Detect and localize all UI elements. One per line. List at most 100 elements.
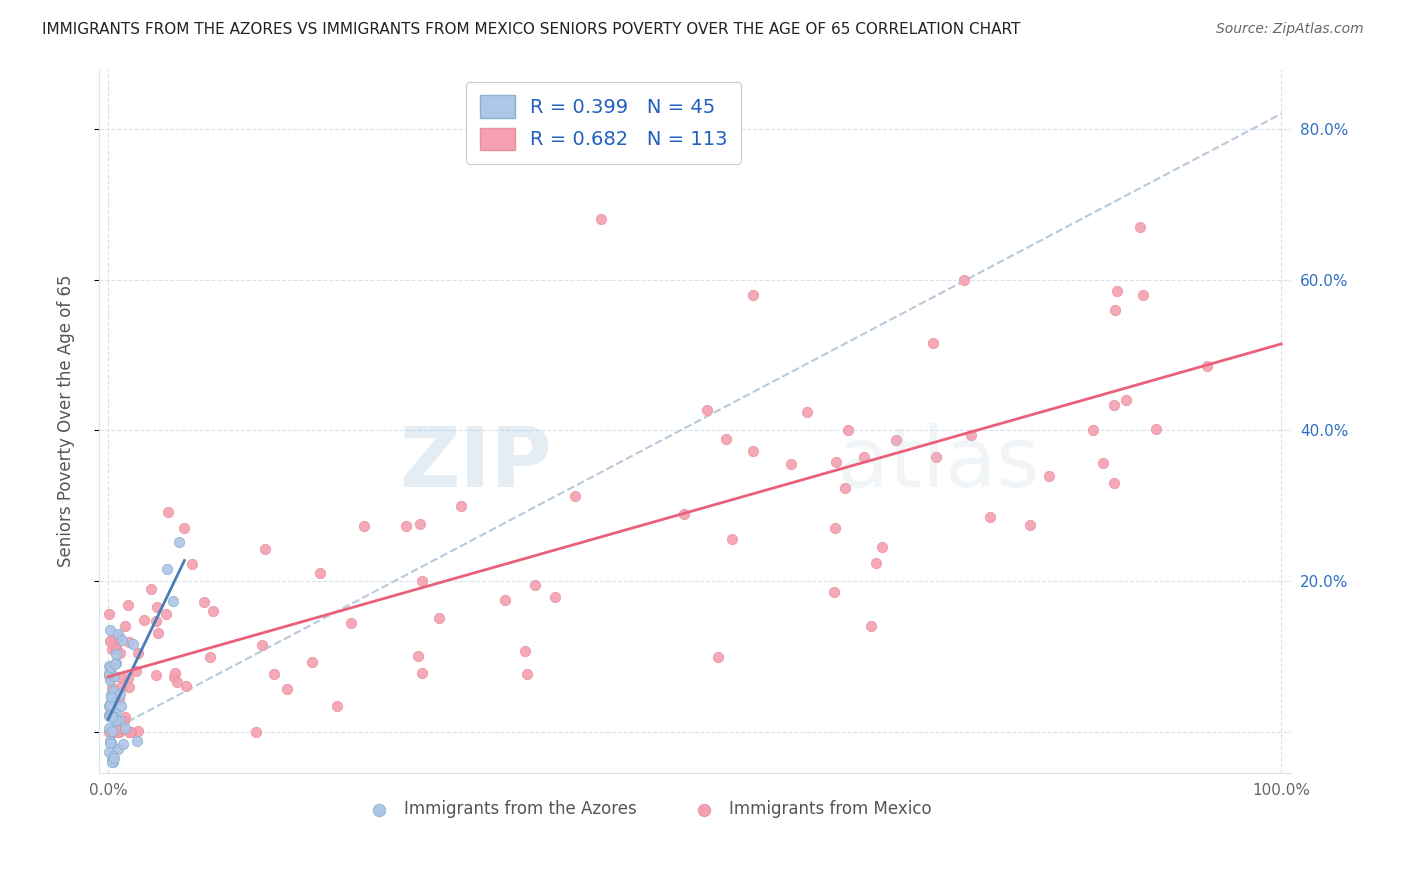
Point — [166, 675, 188, 690]
Point — [145, 668, 167, 682]
Point — [108, 670, 131, 684]
Point — [98, 668, 121, 682]
Point — [141, 582, 163, 596]
Point — [301, 655, 323, 669]
Point — [193, 595, 215, 609]
Point — [117, 598, 139, 612]
Point — [865, 556, 887, 570]
Point — [98, 736, 121, 750]
Text: ZIP: ZIP — [399, 423, 551, 504]
Point — [110, 681, 132, 695]
Point — [162, 594, 184, 608]
Point — [110, 646, 132, 660]
Point — [1102, 476, 1125, 491]
Point — [922, 335, 945, 350]
Point — [145, 615, 167, 629]
Point — [100, 642, 122, 657]
Point — [823, 585, 845, 599]
Point — [101, 753, 124, 767]
Point — [104, 647, 127, 661]
Point — [111, 737, 134, 751]
Point — [107, 742, 129, 756]
Point — [1092, 456, 1115, 470]
Point — [340, 616, 363, 631]
Point — [837, 423, 859, 437]
Point — [120, 725, 142, 739]
Point — [564, 489, 586, 503]
Point — [105, 725, 128, 739]
Point — [276, 682, 298, 697]
Text: atlas: atlas — [838, 423, 1039, 504]
Point — [524, 578, 547, 592]
Point — [1115, 392, 1137, 407]
Point — [254, 542, 277, 557]
Point — [101, 749, 124, 764]
Point — [97, 666, 120, 681]
Point — [162, 670, 184, 684]
Point — [721, 532, 744, 546]
Point — [395, 519, 418, 533]
Point — [98, 659, 121, 673]
Point — [108, 692, 131, 706]
Point — [834, 481, 856, 495]
Point — [108, 725, 131, 739]
Point — [101, 755, 124, 769]
Point — [779, 457, 801, 471]
Point — [742, 287, 765, 301]
Point — [852, 450, 875, 464]
Point — [870, 540, 893, 554]
Point — [1107, 284, 1129, 298]
Point — [513, 644, 536, 658]
Point — [108, 687, 131, 701]
Point — [1132, 287, 1154, 301]
Point — [118, 635, 141, 649]
Point — [953, 272, 976, 286]
Point — [104, 657, 127, 672]
Point — [742, 443, 765, 458]
Point — [181, 557, 204, 571]
Point — [495, 592, 517, 607]
Point — [155, 607, 177, 622]
Point — [516, 666, 538, 681]
Point — [103, 669, 125, 683]
Point — [98, 725, 121, 739]
Point — [118, 725, 141, 739]
Point — [104, 713, 127, 727]
Point — [544, 591, 567, 605]
Point — [112, 714, 135, 728]
Point — [145, 600, 167, 615]
Point — [98, 634, 121, 648]
Point — [110, 698, 132, 713]
Point — [125, 734, 148, 748]
Point — [107, 630, 129, 644]
Point — [101, 681, 124, 695]
Point — [450, 499, 472, 513]
Point — [103, 751, 125, 765]
Point — [1104, 302, 1126, 317]
Point — [107, 627, 129, 641]
Point — [924, 450, 946, 465]
Point — [127, 724, 149, 739]
Point — [411, 574, 433, 588]
Point — [198, 650, 221, 665]
Point — [114, 619, 136, 633]
Point — [427, 611, 450, 625]
Point — [103, 710, 125, 724]
Point — [884, 433, 907, 447]
Point — [201, 604, 224, 618]
Point — [979, 510, 1001, 524]
Point — [98, 623, 121, 637]
Point — [100, 736, 122, 750]
Point — [111, 632, 134, 647]
Point — [100, 660, 122, 674]
Point — [1038, 469, 1060, 483]
Point — [707, 649, 730, 664]
Legend: Immigrants from the Azores, Immigrants from Mexico: Immigrants from the Azores, Immigrants f… — [356, 794, 938, 825]
Point — [960, 427, 983, 442]
Point — [1081, 423, 1104, 437]
Point — [796, 405, 818, 419]
Point — [104, 642, 127, 657]
Point — [103, 632, 125, 647]
Point — [409, 516, 432, 531]
Point — [1129, 219, 1152, 234]
